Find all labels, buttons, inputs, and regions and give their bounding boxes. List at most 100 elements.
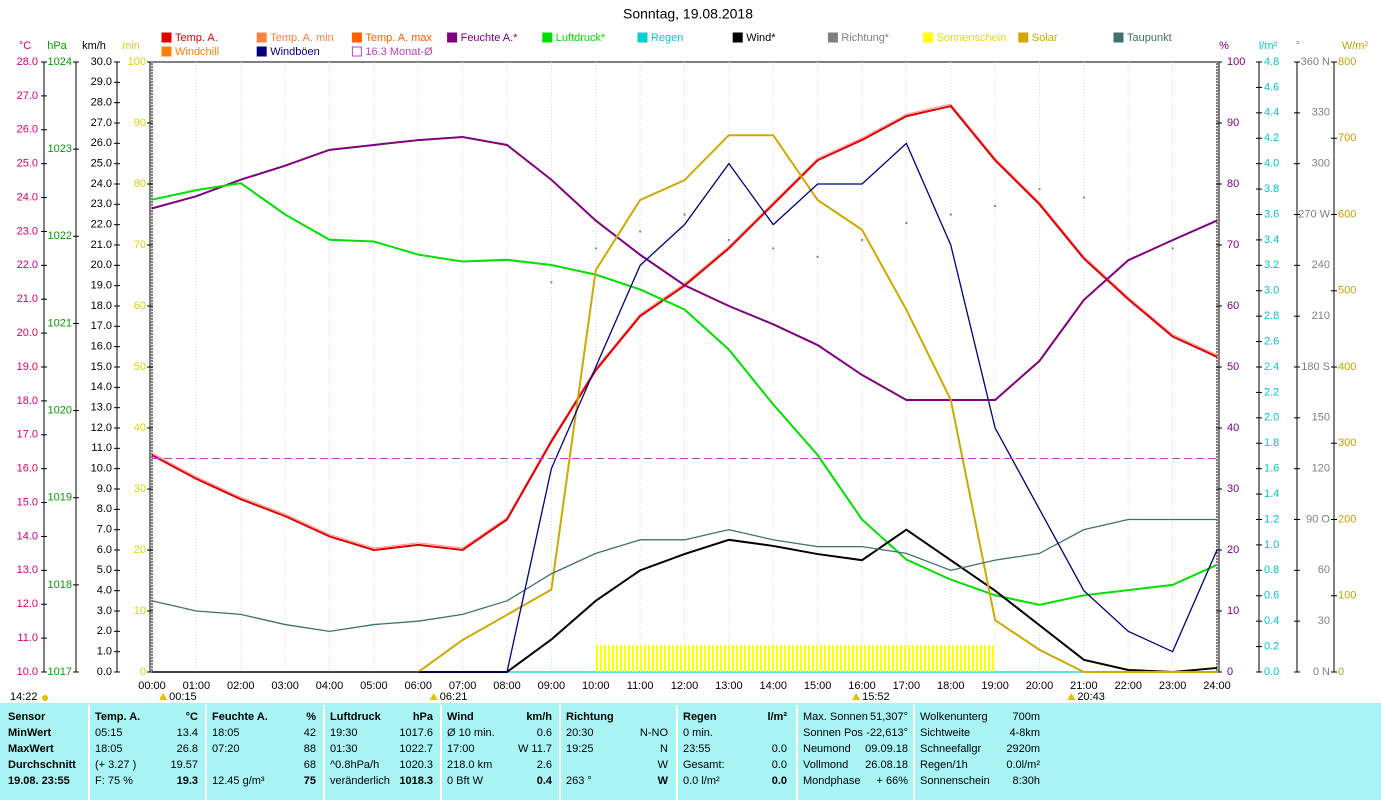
direction-dot (550, 281, 553, 284)
y-tick-label: 4.2 (1264, 132, 1279, 144)
x-tick-label: 14:00 (759, 680, 787, 692)
table-cell: 13.4 (177, 727, 198, 739)
table-cell: 19.57 (170, 759, 198, 771)
y-tick-label: 180 S (1301, 361, 1330, 373)
table-cell: 09.09.18 (865, 743, 908, 755)
x-tick-label: 05:00 (360, 680, 388, 692)
legend-label: Solar (1032, 32, 1058, 44)
table-cell: 8:30h (1012, 775, 1040, 787)
table-cell: 0 Bft W (447, 775, 484, 787)
x-tick-label: 16:00 (848, 680, 876, 692)
y-tick-label: 21.0 (91, 239, 112, 251)
table-cell: Schneefallgr (920, 743, 981, 755)
x-tick-label: 20:00 (1026, 680, 1054, 692)
axis-unit: hPa (47, 40, 67, 52)
x-tick-label: 21:00 (1070, 680, 1098, 692)
table-cell: 18:05 (95, 743, 123, 755)
y-tick-label: 2.0 (1264, 412, 1279, 424)
table-cell: 88 (304, 743, 316, 755)
table-cell: 68 (304, 759, 316, 771)
sunshine-bar (640, 645, 685, 672)
y-tick-label: 100 (1338, 590, 1356, 602)
legend-swatch (1018, 32, 1029, 43)
table-cell: 05:15 (95, 727, 123, 739)
legend-label: Wind* (746, 32, 776, 44)
table-cell: 0 min. (683, 727, 713, 739)
y-tick-label: 25.0 (17, 158, 38, 170)
table-cell: 17:00 (447, 743, 475, 755)
table-cell: Regen (683, 711, 717, 723)
table-cell: Mondphase (803, 775, 861, 787)
direction-dot (1082, 196, 1085, 199)
y-tick-label: 25.0 (91, 158, 112, 170)
direction-dot (861, 238, 863, 241)
x-tick-label: 07:00 (449, 680, 477, 692)
y-tick-label: 1.2 (1264, 513, 1279, 525)
axis-unit: ° (1296, 40, 1300, 52)
x-tick-label: 24:00 (1203, 680, 1231, 692)
x-tick-label: 19:00 (981, 680, 1009, 692)
table-cell: W 11.7 (518, 743, 552, 755)
table-cell: MaxWert (8, 743, 54, 755)
table-cell: veränderlich (330, 775, 390, 787)
y-tick-label: 270 W (1298, 208, 1330, 220)
sun-marker (852, 693, 861, 700)
table-cell: Sonnen Pos (803, 727, 863, 739)
legend-label: Taupunkt (1127, 32, 1172, 44)
table-cell: 19.08. 23:55 (8, 775, 70, 787)
y-tick-label: 3.6 (1264, 208, 1279, 220)
y-tick-label: 90 (1227, 117, 1239, 129)
y-tick-label: 210 (1312, 310, 1330, 322)
y-tick-label: 20.0 (17, 327, 38, 339)
x-tick-label: 00:00 (138, 680, 166, 692)
direction-dot (727, 238, 730, 241)
marker-label: 06:21 (440, 691, 468, 703)
direction-dot (1171, 247, 1174, 250)
x-tick-label: 06:00 (404, 680, 432, 692)
y-tick-label: 1017 (48, 666, 72, 678)
table-cell: 0.0 (772, 743, 787, 755)
y-tick-label: 13.0 (91, 402, 112, 414)
legend-label: Temp. A. max (365, 32, 432, 44)
y-tick-label: 23.0 (91, 198, 112, 210)
axis-unit: W/m² (1342, 40, 1369, 52)
legend-swatch (827, 32, 838, 43)
y-tick-label: 27.0 (91, 117, 112, 129)
y-tick-label: 30.0 (91, 56, 112, 68)
sunshine-bar (906, 645, 951, 672)
y-tick-label: 10.0 (17, 666, 38, 678)
x-tick-label: 08:00 (493, 680, 521, 692)
y-tick-label: 60 (1227, 300, 1239, 312)
table-cell: Wolkenunterg (920, 711, 988, 723)
legend-label: Sonnenschein (937, 32, 1007, 44)
x-tick-label: 11:00 (627, 680, 654, 692)
y-tick-label: 1023 (48, 143, 72, 155)
legend-label: Feuchte A.* (461, 32, 519, 44)
sunshine-bar (817, 645, 862, 672)
axis-unit: min (122, 40, 140, 52)
y-tick-label: 800 (1338, 56, 1356, 68)
y-tick-label: 30 (1227, 483, 1239, 495)
sun-marker (429, 693, 438, 700)
y-tick-label: 0 (1338, 666, 1344, 678)
y-tick-label: 40 (134, 422, 146, 434)
y-tick-label: 23.0 (17, 225, 38, 237)
legend-swatch (1113, 32, 1124, 43)
table-cell: Sonnenschein (920, 775, 990, 787)
legend-label: Temp. A. min (270, 32, 334, 44)
table-cell: Gesamt: (683, 759, 725, 771)
y-tick-label: 90 (134, 117, 146, 129)
y-tick-label: 24.0 (91, 178, 112, 190)
table-cell: 0.0 (772, 775, 787, 787)
y-tick-label: 16.0 (17, 463, 38, 475)
y-tick-label: 19.0 (91, 280, 112, 292)
legend-label: 16.3 Monat-Ø (365, 46, 433, 58)
x-tick-label: 10:00 (582, 680, 610, 692)
y-tick-label: 600 (1338, 208, 1356, 220)
y-tick-label: 27.0 (17, 90, 38, 102)
table-cell: Richtung (566, 711, 614, 723)
y-tick-label: 500 (1338, 285, 1356, 297)
y-tick-label: 100 (128, 56, 146, 68)
y-tick-label: 21.0 (17, 293, 38, 305)
